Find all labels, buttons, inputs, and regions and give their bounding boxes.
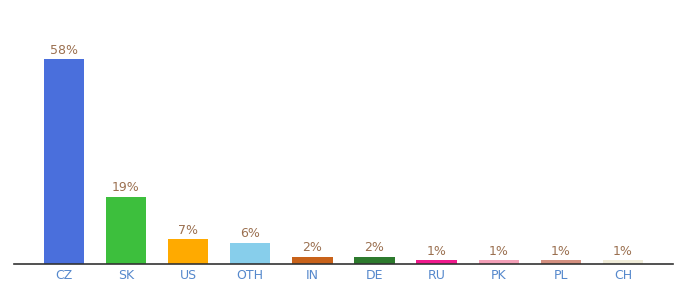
Bar — [168, 239, 208, 264]
Text: 2%: 2% — [364, 242, 384, 254]
Text: 1%: 1% — [426, 245, 447, 258]
Bar — [292, 257, 333, 264]
Text: 6%: 6% — [240, 227, 260, 240]
Text: 58%: 58% — [50, 44, 78, 57]
Text: 1%: 1% — [613, 245, 633, 258]
Bar — [416, 260, 457, 264]
Text: 1%: 1% — [551, 245, 571, 258]
Bar — [354, 257, 394, 264]
Bar — [479, 260, 519, 264]
Bar — [230, 243, 271, 264]
Bar — [105, 197, 146, 264]
Text: 19%: 19% — [112, 182, 140, 194]
Text: 2%: 2% — [303, 242, 322, 254]
Bar — [44, 59, 84, 264]
Text: 1%: 1% — [489, 245, 509, 258]
Bar — [603, 260, 643, 264]
Bar — [541, 260, 581, 264]
Text: 7%: 7% — [178, 224, 198, 237]
